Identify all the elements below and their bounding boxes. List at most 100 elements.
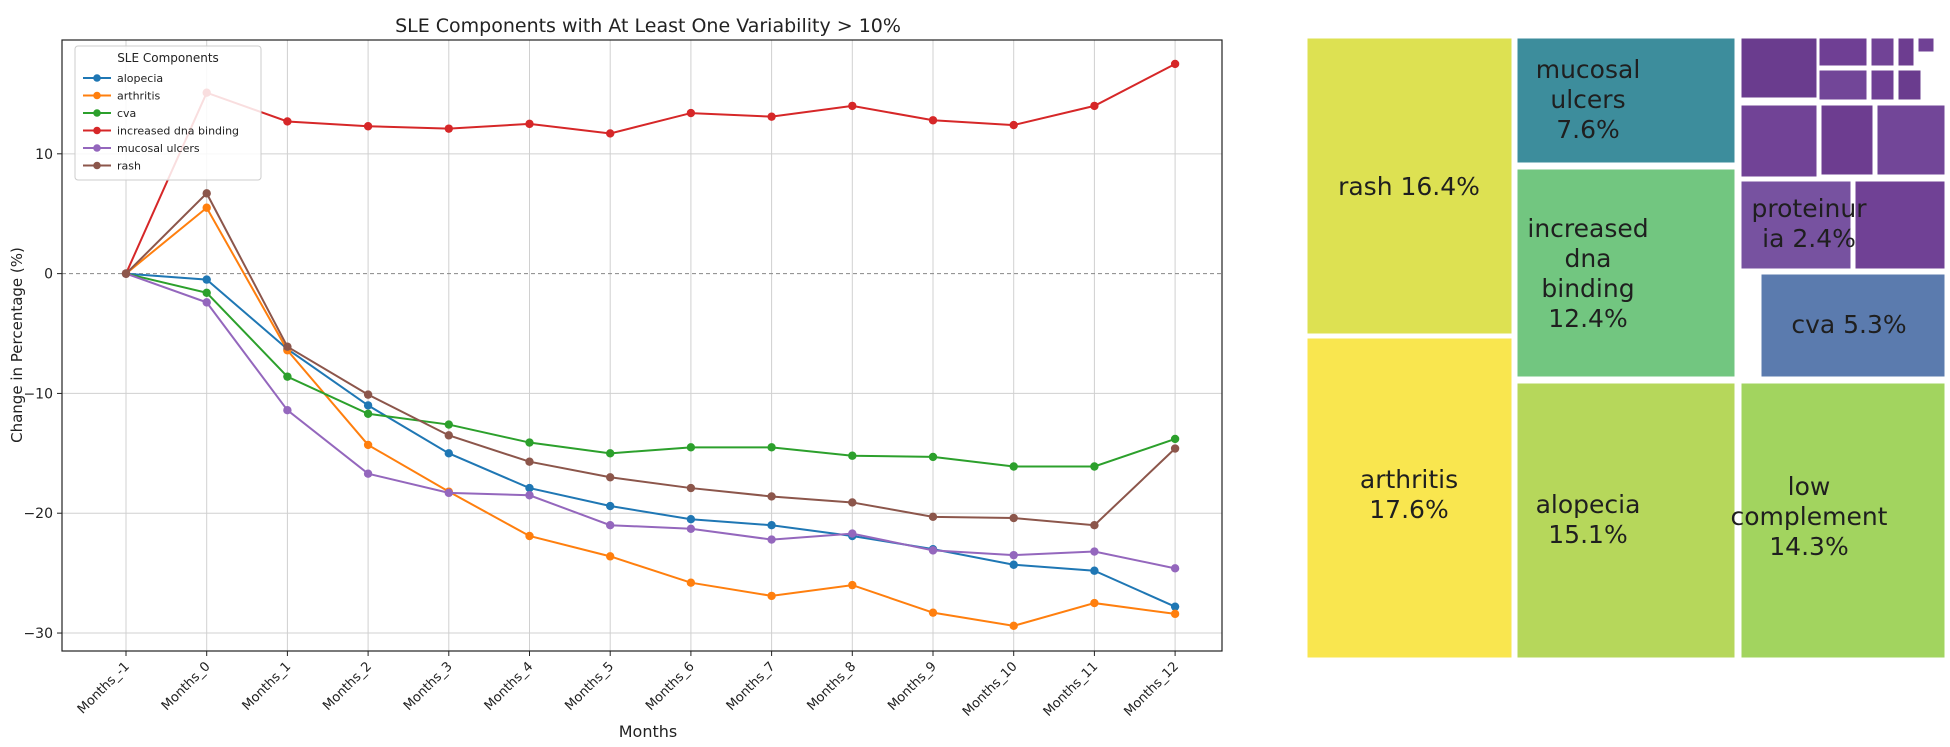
x-tick-label: Months_0 <box>159 659 214 714</box>
legend-marker <box>93 161 101 170</box>
data-point <box>1090 598 1099 608</box>
series-mucosal-ulcers <box>121 269 1180 573</box>
legend-label: arthritis <box>117 90 160 103</box>
data-point <box>1009 550 1018 560</box>
y-axis-ticks: 10 0 −10 −20 −30 <box>23 147 62 642</box>
data-point <box>606 473 615 482</box>
treemap-cell-small <box>1868 35 1897 69</box>
data-point <box>363 401 373 410</box>
data-point <box>444 420 453 429</box>
legend-box <box>74 45 262 181</box>
data-point <box>525 491 534 500</box>
treemap-cell-low-complement <box>1738 380 1948 661</box>
series-rash <box>121 189 1180 530</box>
x-tick-label: Months_1 <box>240 659 295 714</box>
legend-label: cva <box>117 107 136 120</box>
treemap-label-rash: rash 16.4% <box>1338 172 1480 201</box>
data-point <box>848 101 857 111</box>
data-point <box>1009 621 1018 631</box>
legend: SLE Components alopecia arthritis cva incre… <box>74 45 262 181</box>
treemap-cell-small <box>1816 67 1870 103</box>
data-point <box>686 524 696 533</box>
data-point <box>1170 59 1180 69</box>
legend-marker <box>93 91 101 100</box>
legend-label: mucosal ulcers <box>117 142 200 155</box>
data-point <box>767 443 776 452</box>
x-tick-label: Months_12 <box>1121 659 1182 720</box>
data-point <box>606 552 615 561</box>
data-point <box>1090 462 1099 471</box>
data-point <box>363 122 373 131</box>
legend-label: alopecia <box>117 72 163 85</box>
y-tick-label: 0 <box>44 267 53 283</box>
treemap-cell-cva <box>1758 271 1948 380</box>
data-point <box>1009 462 1018 471</box>
treemap-cells <box>1304 35 1948 661</box>
treemap-cell-small <box>1874 102 1948 178</box>
data-point <box>686 483 696 493</box>
series-line <box>125 63 1176 275</box>
legend-label: rash <box>117 160 141 173</box>
data-point <box>848 451 857 460</box>
data-point <box>928 116 938 125</box>
x-tick-label: Months_7 <box>724 659 779 714</box>
line-chart: SLE Components with At Least One Variabi… <box>8 15 1223 741</box>
treemap-cell-small <box>1818 102 1876 178</box>
data-point <box>202 275 211 284</box>
treemap-cell-small <box>1738 35 1820 101</box>
data-point <box>525 438 534 447</box>
x-tick-label: Months_10 <box>960 659 1021 720</box>
data-point <box>606 521 615 530</box>
series-line <box>125 272 1176 570</box>
treemap-cell-proteinuria <box>1738 178 1854 272</box>
data-point <box>1090 547 1099 556</box>
series-line <box>125 272 1176 608</box>
treemap-label-cva: cva 5.3% <box>1791 310 1906 339</box>
treemap-cell-mucosal-ulcers <box>1514 35 1738 166</box>
treemap-cell-small <box>1915 35 1937 55</box>
data-point <box>283 372 292 381</box>
treemap-cell-small <box>1816 35 1870 69</box>
x-tick-label: Months_-1 <box>75 659 133 717</box>
data-point <box>121 269 131 278</box>
legend-marker <box>93 144 101 152</box>
x-axis-ticks: Months_-1 Months_0 Months_1 Months_2 Months_… <box>75 651 1182 720</box>
y-tick-label: −30 <box>23 626 53 642</box>
data-point <box>928 452 938 462</box>
treemap-cell-small <box>1895 67 1924 103</box>
x-axis-label: Months <box>619 722 677 741</box>
data-point <box>444 431 453 440</box>
data-point <box>283 405 292 415</box>
treemap-cell-arthritis <box>1304 335 1515 661</box>
legend-marker <box>93 109 101 117</box>
data-point <box>606 129 615 138</box>
x-tick-label: Months_5 <box>562 659 617 714</box>
series-cva <box>121 269 1180 471</box>
y-tick-label: −20 <box>23 506 53 522</box>
series-line <box>125 272 1176 468</box>
treemap: rash 16.4% arthritis 17.6% mucosal ulcers 7… <box>1302 35 1948 661</box>
data-point <box>1170 609 1180 619</box>
data-point <box>202 189 211 198</box>
y-tick-label: −10 <box>23 386 53 402</box>
data-point <box>444 449 453 458</box>
data-point <box>1009 560 1018 569</box>
data-point <box>1090 566 1099 575</box>
data-point <box>283 342 292 351</box>
data-point <box>363 390 373 399</box>
data-point <box>363 409 373 418</box>
data-point <box>928 608 938 617</box>
treemap-label-proteinuria: proteinur ia 2.4% <box>1752 194 1868 253</box>
x-tick-label: Months_6 <box>643 659 698 714</box>
data-point <box>686 443 696 452</box>
x-tick-label: Months_8 <box>804 659 859 714</box>
y-axis-label: Change in Percentage (%) <box>8 247 26 443</box>
treemap-label-increased-dna-binding: increased dna binding 12.4% <box>1527 214 1648 333</box>
plot-frame <box>61 39 1223 652</box>
treemap-label-alopecia: alopecia 15.1% <box>1536 490 1641 549</box>
data-point <box>525 531 534 541</box>
data-point <box>525 457 534 466</box>
series-increased-dna-binding <box>121 59 1180 278</box>
treemap-cell-small <box>1852 178 1948 272</box>
data-point <box>1009 513 1018 523</box>
